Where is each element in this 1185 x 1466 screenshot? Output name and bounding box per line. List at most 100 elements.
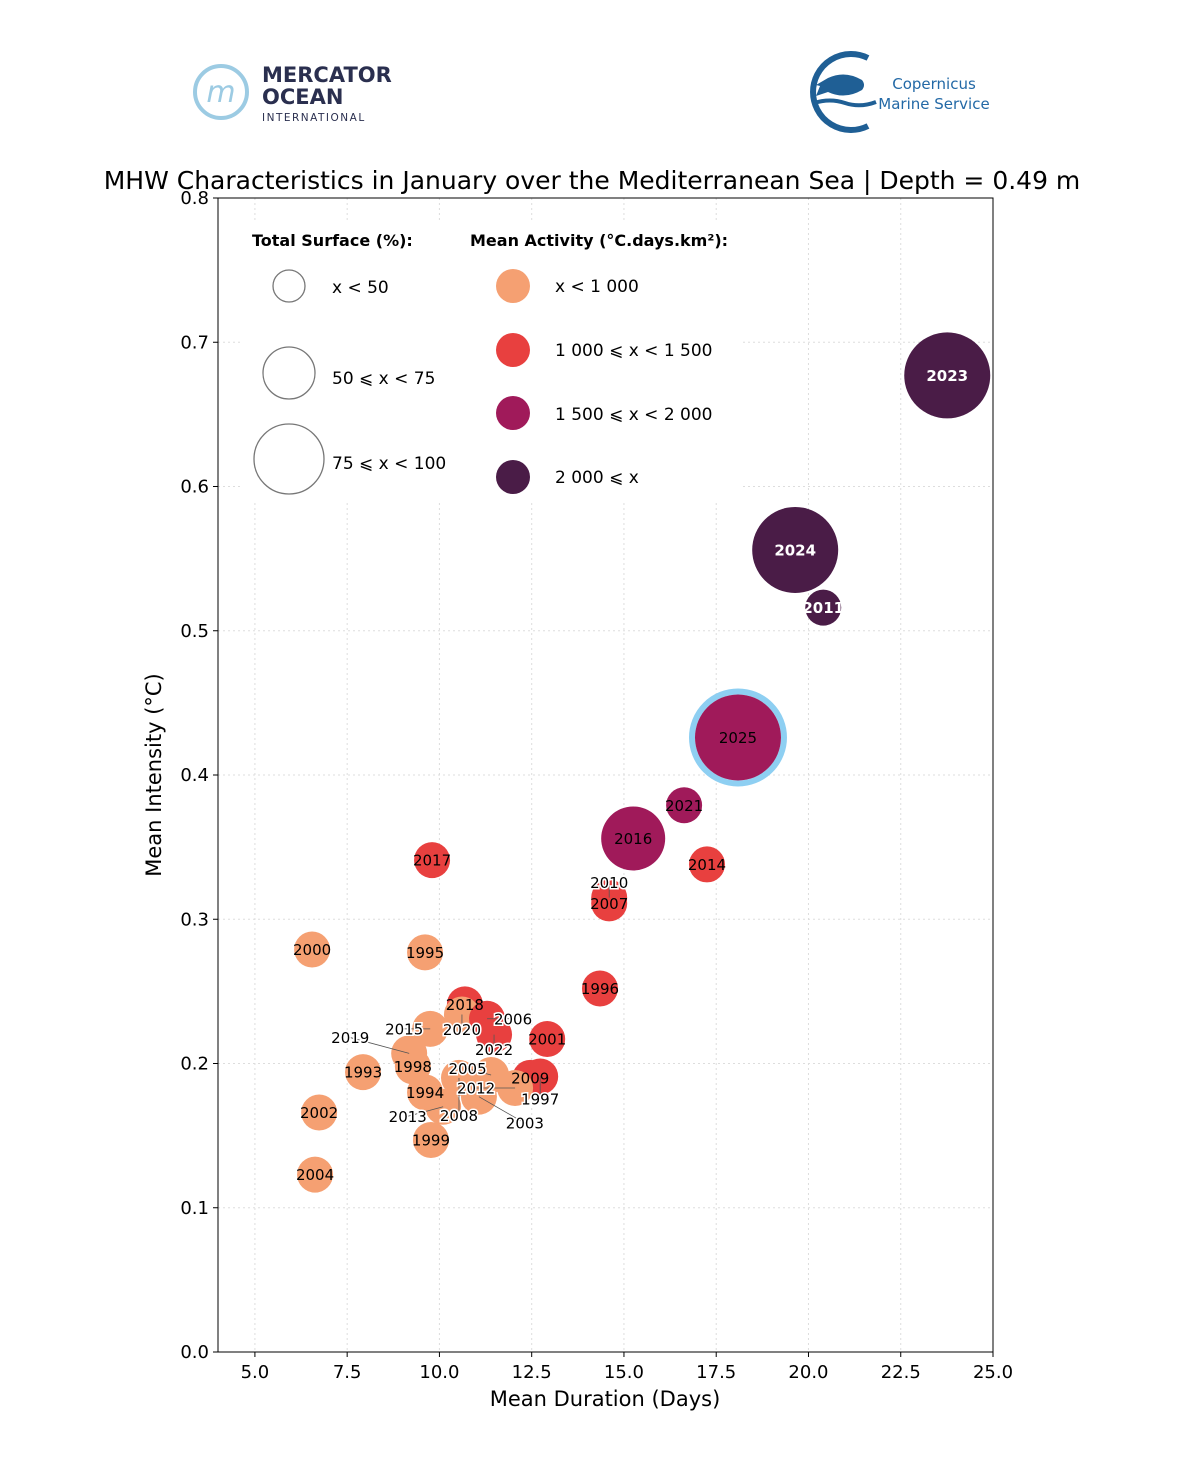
bubble-1999 (412, 1121, 449, 1158)
bubble-2023 (904, 332, 991, 419)
copernicus-marine-logo: Copernicus Marine Service (810, 51, 990, 133)
legend-color-label: 1 500 ⩽ x < 2 000 (555, 405, 713, 425)
x-tick-label: 25.0 (973, 1362, 1013, 1383)
bubble-label: 2014 (688, 856, 726, 874)
mercator-logo-line3: INTERNATIONAL (262, 112, 366, 124)
copernicus-logo-line2: Marine Service (878, 95, 989, 113)
bubble-label: 1998 (394, 1058, 432, 1076)
bubble-2004 (297, 1156, 334, 1193)
legend-size-label: 75 ⩽ x < 100 (332, 454, 446, 474)
bubble-1995 (407, 934, 444, 971)
bubble-label: 2001 (528, 1030, 566, 1048)
bubble-label: 2019 (331, 1029, 369, 1047)
label-leader-lines (350, 882, 610, 1124)
x-tick-label: 22.5 (881, 1362, 921, 1383)
y-tick-label: 0.1 (180, 1198, 209, 1219)
label-leader-line (350, 1037, 410, 1054)
fish-icon (816, 74, 864, 96)
bubble-label: 2018 (446, 996, 484, 1014)
bubble-2017 (414, 842, 451, 879)
x-tick-label: 15.0 (604, 1362, 644, 1383)
y-tick-label: 0.4 (180, 765, 209, 786)
bubble-2011 (805, 589, 842, 626)
y-tick-label: 0.7 (180, 332, 209, 353)
mercator-ocean-logo: m MERCATOR OCEAN INTERNATIONAL (193, 63, 392, 124)
legend-background (242, 222, 742, 502)
legend-color-label: 2 000 ⩽ x (555, 468, 639, 488)
bubble-label: 2006 (494, 1010, 532, 1028)
bubble-2021 (666, 787, 703, 824)
bubble-label: 2004 (296, 1166, 334, 1184)
x-tick-label: 12.5 (512, 1362, 552, 1383)
bubble-label: 1993 (344, 1064, 382, 1082)
y-tick-label: 0.5 (180, 621, 209, 642)
bubble-label: 2005 (448, 1060, 486, 1078)
bubble-label: 2016 (614, 830, 652, 848)
x-tick-label: 7.5 (333, 1362, 362, 1383)
legend-size-label: 50 ⩽ x < 75 (332, 369, 435, 389)
chart-title: MHW Characteristics in January over the … (104, 166, 1081, 195)
x-tick-label: 17.5 (696, 1362, 736, 1383)
bubble-label: 2020 (443, 1021, 481, 1039)
bubble-label: 2010 (590, 874, 628, 892)
y-axis-label: Mean Intensity (°C) (142, 673, 166, 877)
y-tick-label: 0.3 (180, 909, 209, 930)
legend-color-marker-high (496, 396, 530, 430)
legend-color-label: x < 1 000 (555, 277, 639, 297)
label-leader-line (478, 1096, 526, 1124)
legend-size-marker-large (253, 423, 325, 495)
legend-size-label: x < 50 (332, 278, 389, 298)
y-tick-label: 0.8 (180, 188, 209, 209)
bubble-label: 1995 (406, 944, 444, 962)
x-axis-label: Mean Duration (Days) (490, 1387, 721, 1411)
mercator-logo-ring-icon (193, 64, 249, 120)
y-tick-label: 0.2 (180, 1054, 209, 1075)
x-tick-label: 10.0 (419, 1362, 459, 1383)
wave-icon (813, 98, 877, 108)
mercator-logo-line1: MERCATOR (262, 63, 392, 87)
bubble-2002 (301, 1094, 338, 1131)
y-tick-label: 0.6 (180, 477, 209, 498)
x-tick-label: 5.0 (241, 1362, 270, 1383)
bubble-label: 2025 (719, 729, 757, 747)
bubble-2001 (529, 1020, 566, 1057)
label-leader-line (407, 1106, 444, 1117)
legend: Total Surface (%): Mean Activity (°C.day… (242, 222, 742, 502)
mercator-logo-line2: OCEAN (262, 85, 343, 109)
bubble-2000 (294, 931, 331, 968)
legend-color-title: Mean Activity (°C.days.km²): (470, 231, 728, 250)
bubble-2024 (752, 506, 839, 593)
copernicus-logo-line1: Copernicus (892, 75, 976, 93)
ticks: 5.0 7.5 10.0 12.5 15.0 17.5 20.0 22.5 25.0 0.0 0.1… (180, 188, 1013, 1383)
mercator-logo-m-icon: m (206, 75, 235, 110)
bubble-label: 2003 (506, 1115, 544, 1133)
bubble-label: 2017 (413, 852, 451, 870)
legend-size-marker-medium (262, 346, 316, 400)
legend-color-marker-vhigh (496, 460, 530, 494)
bubble-label: 1996 (581, 980, 619, 998)
legend-color-marker-mid (496, 333, 530, 367)
bubble-label: 2009 (511, 1069, 549, 1087)
legend-size-marker-small (272, 269, 306, 303)
bubble-label: 2023 (926, 367, 968, 385)
bubble-2014 (688, 846, 725, 883)
x-tick-label: 20.0 (788, 1362, 828, 1383)
bubble-label: 2002 (300, 1104, 338, 1122)
label-leader-line (467, 1068, 492, 1076)
bubble-1993 (345, 1054, 382, 1091)
bubble-label: 2012 (457, 1080, 495, 1098)
legend-size-title: Total Surface (%): (252, 231, 413, 250)
bubble-2016 (601, 806, 666, 871)
bubble-2025 (694, 694, 781, 781)
bubble-label: 2007 (590, 895, 628, 913)
bubble-label: 2024 (774, 541, 816, 559)
bubble-label: 1997 (521, 1090, 559, 1108)
bubble-label: 2022 (475, 1041, 513, 1059)
bubble-label: 2021 (665, 797, 703, 815)
highlight-ring (688, 688, 787, 787)
legend-color-label: 1 000 ⩽ x < 1 500 (555, 341, 713, 361)
bubble-labels: 2025 2024 2023 2016 1993 1994 1995 1996 1998 1999… (293, 367, 968, 1184)
copernicus-logo-arc-icon (810, 51, 870, 133)
bubble-label: 2013 (389, 1108, 427, 1126)
